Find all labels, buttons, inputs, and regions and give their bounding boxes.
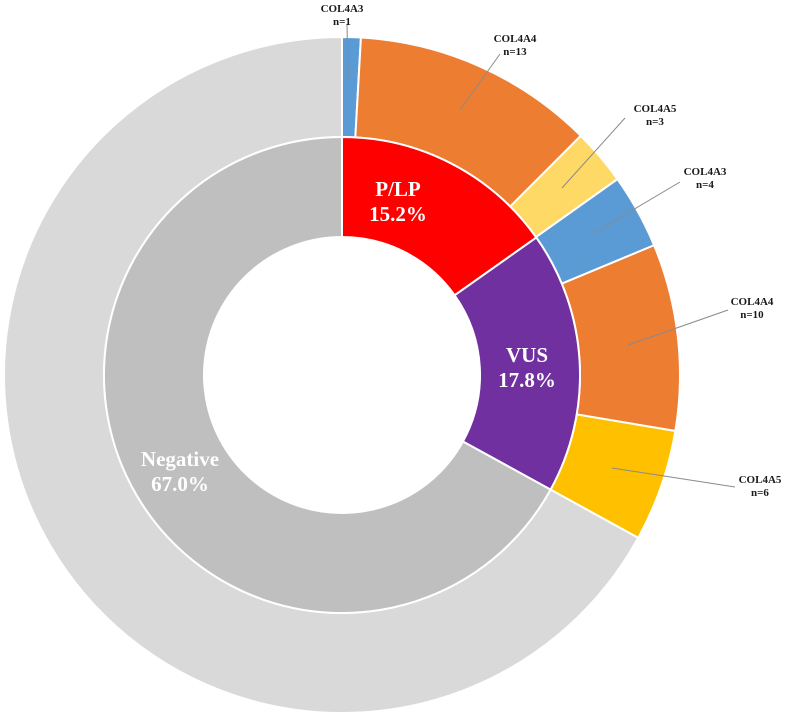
- outer-label-gene-4: COL4A3: [684, 166, 727, 178]
- outer-label-gene-2: COL4A4: [494, 33, 537, 45]
- outer-ring: [3, 35, 681, 714]
- outer-label-count-5: n=10: [740, 309, 764, 321]
- inner-value-negative: 67.0%: [151, 472, 209, 496]
- outer-label-gene-6: COL4A5: [739, 474, 782, 486]
- outer-label-gene-3: COL4A5: [634, 103, 677, 115]
- inner-label-p-lp: P/LP: [375, 177, 421, 201]
- leader-line-5: [627, 309, 729, 346]
- outer-label-gene-1: COL4A3: [321, 3, 364, 15]
- inner-slice-negative: [103, 135, 552, 614]
- outer-label-count-2: n=13: [503, 46, 527, 58]
- inner-label-vus: VUS: [506, 343, 548, 367]
- outer-label-count-1: n=1: [333, 16, 351, 28]
- inner-label-negative: Negative: [141, 447, 219, 471]
- labels: P/LP15.2%VUS17.8%Negative67.0%COL4A3n=1C…: [141, 3, 782, 499]
- outer-label-count-3: n=3: [646, 116, 664, 128]
- outer-label-count-4: n=4: [696, 179, 714, 191]
- outer-label-count-6: n=6: [751, 487, 769, 499]
- inner-value-vus: 17.8%: [498, 368, 556, 392]
- inner-value-p-lp: 15.2%: [369, 202, 427, 226]
- leader-line-3: [561, 117, 626, 189]
- leader-line-1: [346, 23, 349, 81]
- leader-line-6: [611, 467, 736, 488]
- outer-label-gene-5: COL4A4: [731, 296, 774, 308]
- leader-line-2: [459, 53, 501, 111]
- inner-ring: [103, 135, 581, 614]
- inner-slice-vus: [453, 236, 581, 492]
- leader-lines: [346, 23, 736, 488]
- leader-line-4: [593, 181, 681, 234]
